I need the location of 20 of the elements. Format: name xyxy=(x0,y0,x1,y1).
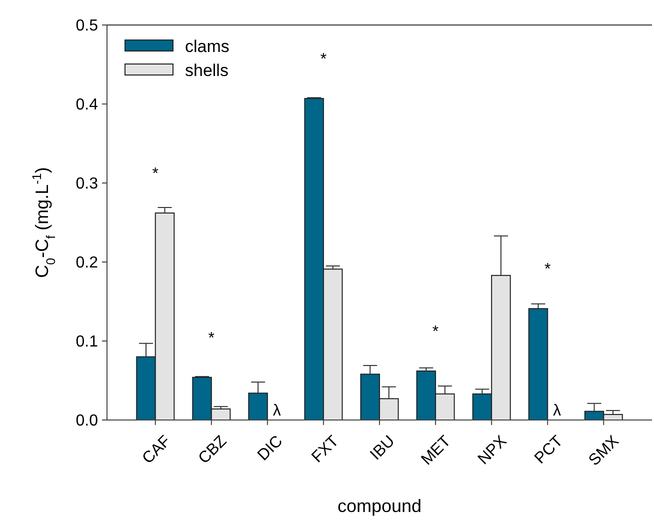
bar xyxy=(248,392,268,420)
annotation: * xyxy=(432,324,439,341)
y-tick-label: 0.0 xyxy=(76,412,98,430)
annotation: λ xyxy=(552,402,561,420)
x-tick-label: DIC xyxy=(254,432,286,464)
bar xyxy=(528,308,548,420)
annotation: * xyxy=(320,51,327,68)
annotation: λ xyxy=(272,402,281,420)
y-tick-label: 0.2 xyxy=(76,254,98,272)
y-tick-label: 0.5 xyxy=(76,18,98,35)
x-tick-label: IBU xyxy=(367,432,398,464)
legend-label: shells xyxy=(185,60,228,80)
y-tick-label: 0.4 xyxy=(76,96,98,114)
y-tick-label: 0.3 xyxy=(76,176,98,193)
legend-label: clams xyxy=(185,36,230,56)
annotation: * xyxy=(208,330,215,347)
x-axis-title: compound xyxy=(337,496,422,516)
annotation: * xyxy=(152,166,158,183)
y-tick-label: 0.1 xyxy=(76,334,98,351)
annotation: * xyxy=(544,261,551,278)
